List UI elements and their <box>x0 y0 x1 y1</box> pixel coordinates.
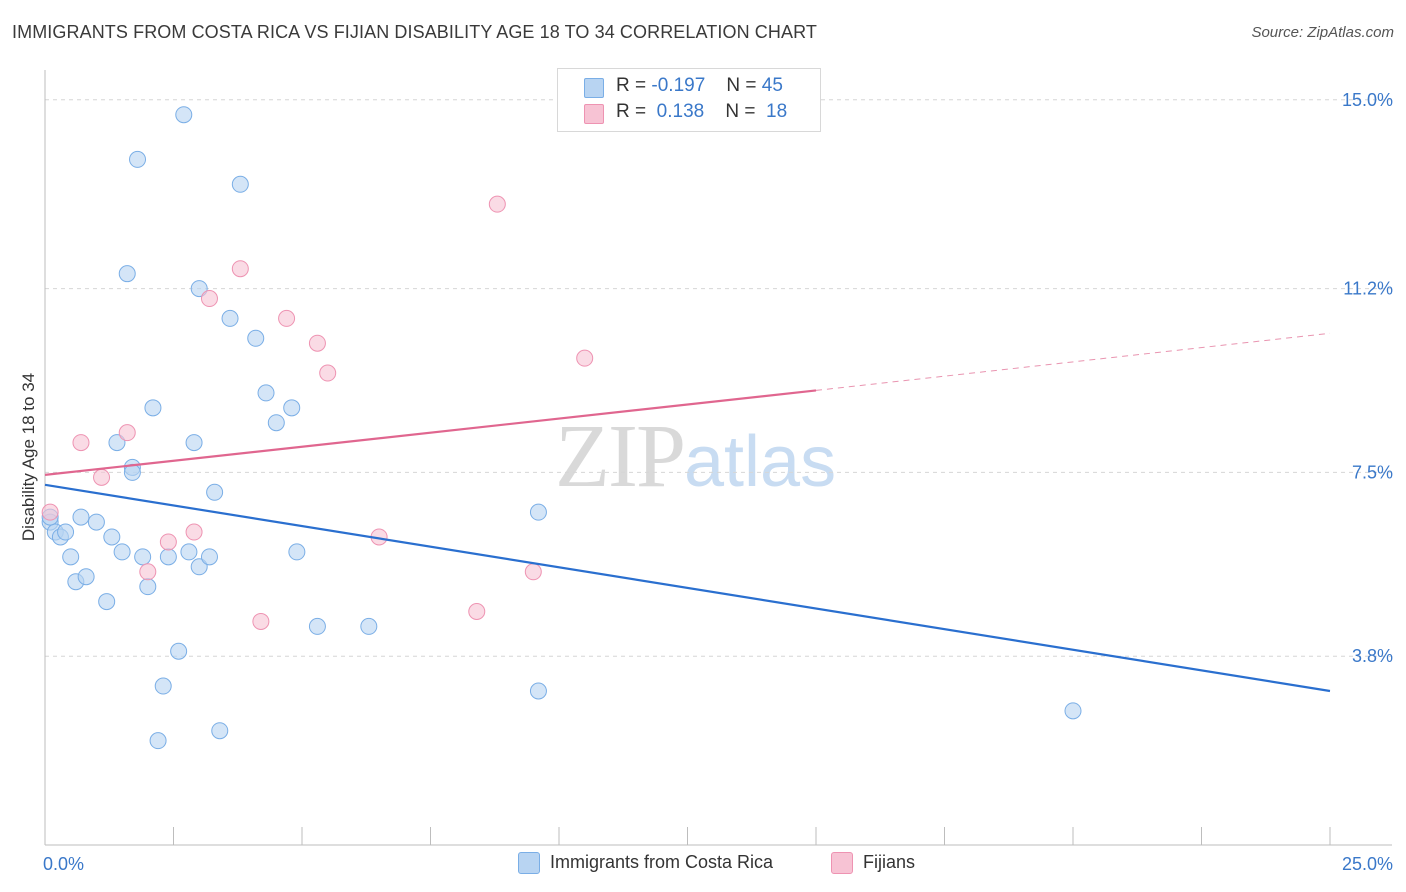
legend-n-label: N = <box>725 101 756 122</box>
costa-rica-point <box>288 543 306 561</box>
y-tick-label: 3.8% <box>1352 646 1393 666</box>
points-layer <box>41 106 1082 750</box>
costa-rica-point <box>144 399 162 417</box>
costa-rica-point <box>129 150 147 168</box>
costa-rica-point <box>154 677 172 695</box>
trend-layer <box>44 332 1331 693</box>
costa-rica-point <box>57 523 75 541</box>
costa-rica-point <box>62 548 80 566</box>
costa-rica-point <box>170 642 188 660</box>
fijian-point <box>200 290 218 308</box>
costa-rica-point <box>103 528 121 546</box>
costa-rica-point <box>180 543 198 561</box>
fijian-point <box>41 503 59 521</box>
y-tick-label: 7.5% <box>1352 462 1393 482</box>
costa-rica-point <box>308 617 326 635</box>
watermark-zip: ZIP <box>555 407 686 506</box>
fijian-point <box>576 349 594 367</box>
costa-rica-point <box>211 722 229 740</box>
costa-rica-point <box>190 558 208 576</box>
costa-rica-point <box>190 280 208 298</box>
costa-rica-point <box>118 265 136 283</box>
bottom-legend-swatch-blue <box>518 852 540 874</box>
legend-swatch-blue <box>584 78 604 98</box>
fijian-point <box>524 563 542 581</box>
fijian-point <box>468 603 486 621</box>
legend-n-value: 45 <box>761 75 783 96</box>
legend-n-value: 18 <box>766 101 788 122</box>
chart-title: IMMIGRANTS FROM COSTA RICA VS FIJIAN DIS… <box>12 22 817 42</box>
costa-rica-point <box>72 508 90 526</box>
legend-r-label: R = <box>616 101 647 122</box>
costa-rica-point <box>221 309 239 327</box>
costa-rica-point <box>149 732 167 750</box>
x-tick-label: 25.0% <box>1342 854 1393 874</box>
bottom-legend-label: Fijians <box>863 852 916 872</box>
fijian-point <box>231 260 249 278</box>
fijian-trend-extension <box>815 332 1331 391</box>
costa-rica-point <box>113 543 131 561</box>
costa-rica-point <box>87 513 105 531</box>
y-axis-label: Disability Age 18 to 34 <box>19 373 38 541</box>
x-tick-label: 0.0% <box>43 854 84 874</box>
costa-rica-point <box>257 384 275 402</box>
axis-layer <box>44 70 1392 846</box>
costa-rica-point <box>77 568 95 586</box>
fijian-point <box>159 533 177 551</box>
costa-rica-point <box>267 414 285 432</box>
costa-rica-point <box>529 682 547 700</box>
fijian-point <box>252 612 270 630</box>
label-layer: 3.8% 7.5% 11.2% 15.0% 0.0% 25.0% Disability Ag… <box>19 90 1393 874</box>
y-tick-label: 15.0% <box>1342 90 1393 110</box>
legend-swatch-pink <box>584 104 604 124</box>
fijian-point <box>308 334 326 352</box>
correlation-legend: R = -0.197 N = 45 R = 0.138 N = 18 <box>557 68 821 132</box>
bottom-legend-label: Immigrants from Costa Rica <box>550 852 774 872</box>
fijian-point <box>139 563 157 581</box>
costa-rica-point <box>1064 702 1082 720</box>
costa-rica-point <box>108 434 126 452</box>
fijian-point <box>118 424 136 442</box>
costa-rica-point <box>98 593 116 611</box>
costa-rica-point <box>175 106 193 124</box>
chart-source: Source: ZipAtlas.com <box>1251 24 1394 41</box>
costa-rica-point <box>360 617 378 635</box>
fijian-point <box>278 309 296 327</box>
costa-rica-trend-line <box>44 483 1331 693</box>
fijian-point <box>72 434 90 452</box>
costa-rica-point <box>139 578 157 596</box>
fijian-point <box>185 523 203 541</box>
costa-rica-point <box>231 175 249 193</box>
costa-rica-point <box>529 503 547 521</box>
legend-r-label: R = <box>616 75 647 96</box>
fijian-point <box>93 468 111 486</box>
watermark-atlas: atlas <box>684 422 837 502</box>
costa-rica-point <box>247 329 265 347</box>
watermark: ZIPatlas <box>555 405 836 508</box>
fijian-trend-line <box>44 389 817 476</box>
costa-rica-point <box>206 483 224 501</box>
bottom-legend-swatch-pink <box>831 852 853 874</box>
costa-rica-point <box>134 548 152 566</box>
fijian-point <box>488 195 506 213</box>
legend-r-value: 0.138 <box>656 101 705 122</box>
fijian-point <box>319 364 337 382</box>
costa-rica-point <box>283 399 301 417</box>
y-tick-label: 11.2% <box>1343 279 1393 299</box>
legend-r-value: -0.197 <box>651 75 706 96</box>
legend-n-label: N = <box>726 75 757 96</box>
costa-rica-point <box>185 434 203 452</box>
costa-rica-point <box>200 548 218 566</box>
costa-rica-point <box>159 548 177 566</box>
